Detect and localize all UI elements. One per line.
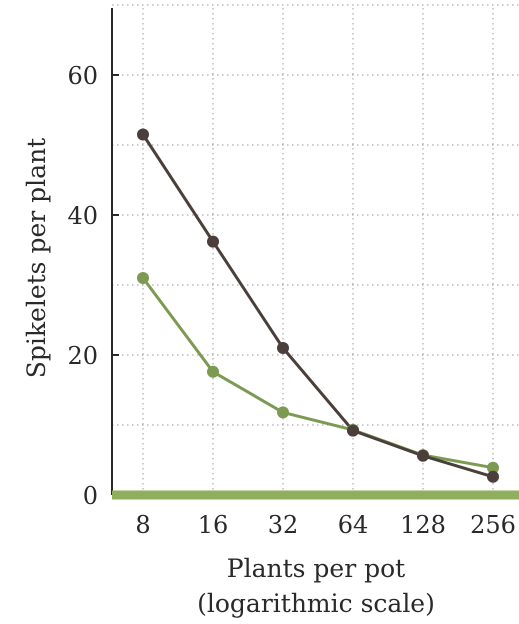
series-layer	[137, 128, 499, 483]
data-point	[277, 342, 289, 354]
x-tick-label: 64	[338, 511, 369, 539]
x-tick-label: 32	[268, 511, 299, 539]
axis-layer	[111, 8, 519, 500]
y-axis-title: Spikelets per plant	[22, 138, 51, 378]
x-axis-title-note: (logarithmic scale)	[197, 589, 435, 618]
label-layer: 0 20 40 60 8 16 32 64 128 256	[67, 62, 515, 539]
x-axis-title: Plants per pot	[227, 554, 405, 583]
data-point	[137, 272, 149, 284]
data-point	[137, 128, 149, 141]
data-point	[207, 235, 219, 248]
y-tick-label: 40	[67, 202, 98, 230]
y-tick-label: 0	[83, 482, 98, 510]
data-point	[207, 365, 219, 378]
data-point	[417, 449, 429, 462]
data-point	[347, 424, 359, 437]
x-tick-label: 128	[400, 511, 446, 539]
x-tick-label: 256	[470, 511, 516, 539]
y-tick-label: 20	[67, 342, 98, 370]
x-tick-label: 8	[135, 511, 150, 539]
x-tick-label: 16	[198, 511, 229, 539]
data-point	[487, 470, 499, 483]
data-point	[487, 461, 499, 474]
data-point	[277, 406, 289, 419]
series-line-1	[141, 133, 494, 479]
series-line-2	[141, 277, 494, 470]
y-tick-label: 60	[67, 62, 98, 90]
